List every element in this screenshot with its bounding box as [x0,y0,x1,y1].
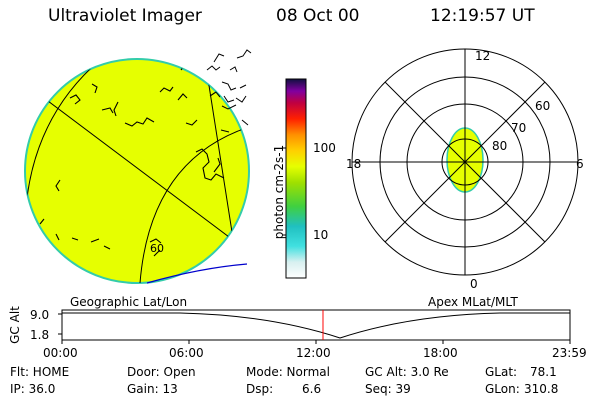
earth-image [24,49,252,284]
status-glat-value: 78.1 [530,365,557,379]
geographic-panel-label: Geographic Lat/Lon [70,295,188,309]
coastline-fragments [206,49,252,133]
earth-grid-label: 60 [150,242,164,255]
lat-label-60: 60 [535,99,551,113]
status-mode: Mode: Normal [246,365,330,379]
status-ip: IP: 36.0 [10,382,56,396]
mlt-label-18: 18 [346,157,362,171]
status-glon-label: GLon: [485,382,520,396]
instrument-title: Ultraviolet Imager [48,6,202,26]
status-flt: Flt: HOME [10,365,70,379]
terminator-curve [146,263,248,284]
coastlines [39,59,225,257]
colorbar-scale [285,78,307,279]
altitude-xtick-1800: 18:00 [423,346,458,360]
mlt-label-12: 12 [475,49,491,63]
altitude-plot [58,309,571,344]
mlt-label-6: 6 [576,157,584,171]
status-glat-label: GLat: [485,365,518,379]
mlt-label-0: 0 [470,277,478,291]
altitude-xtick-0000: 00:00 [43,346,78,360]
status-glon-value: 310.8 [524,382,559,396]
altitude-frame [61,309,571,341]
status-gain: Gain: 13 [127,382,178,396]
altitude-xtick-1200: 12:00 [296,346,331,360]
status-dsp-label: Dsp: [246,382,274,396]
colorbar-label-10: 10 [313,228,329,242]
colorbar [283,78,307,279]
colorbar-label-100: 100 [313,141,336,155]
lat-label-80: 80 [492,139,508,153]
date-label: 08 Oct 00 [276,6,360,26]
earth-disk [24,58,250,284]
polar-plot [351,48,579,276]
status-door: Door: Open [127,365,196,379]
mlt-meridian-diag-2 [384,81,546,243]
altitude-xtick-0600: 06:00 [169,346,204,360]
colorbar-unit-label: photon cm-2s-1 [272,144,286,240]
altitude-xtick-2359: 23:59 [552,346,587,360]
altitude-ylabel: GC Alt [8,306,22,344]
altitude-ytick-9: 9.0 [30,308,50,322]
lat-label-70: 70 [511,121,527,135]
time-label: 12:19:57 UT [430,6,535,26]
apex-panel-label: Apex MLat/MLT [428,295,518,309]
status-seq: Seq: 39 [365,382,411,396]
status-gc-alt: GC Alt: 3.0 Re [365,365,449,379]
altitude-curve [62,312,570,339]
altitude-ytick-1-8: 1.8 [30,328,50,342]
status-dsp-value: 6.6 [302,382,322,396]
